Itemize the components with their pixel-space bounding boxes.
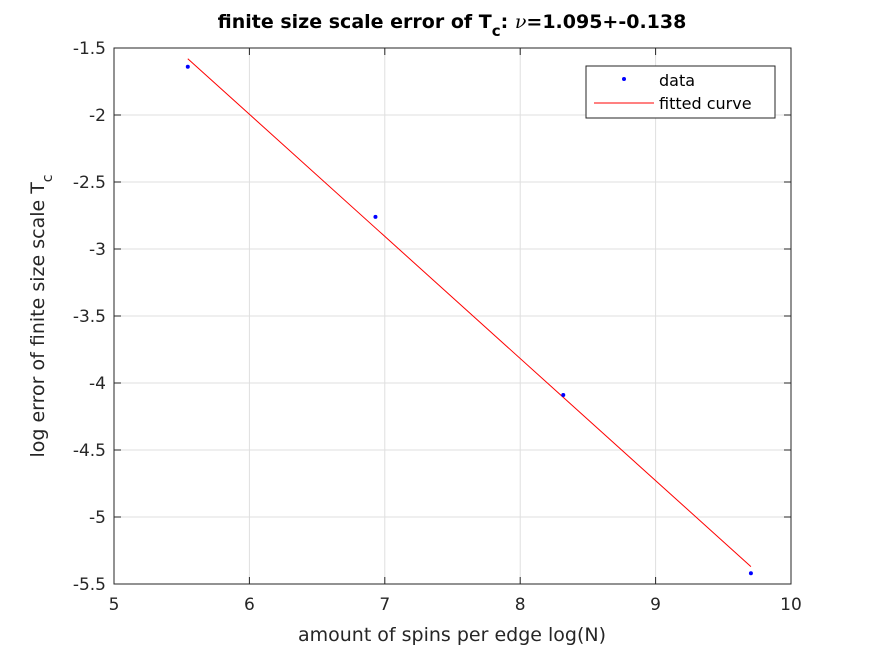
title-nu-symbol: ν: [515, 11, 527, 33]
y-tick-label: -4: [89, 374, 106, 394]
y-tick-label: -3: [89, 240, 106, 260]
x-tick-label: 5: [109, 595, 120, 615]
legend-box: [585, 65, 776, 119]
x-tick-label: 8: [515, 595, 526, 615]
y-axis-label-text: log error of finite size scale T: [27, 182, 49, 458]
legend: data fitted curve: [585, 65, 776, 119]
y-axis-label: log error of finite size scale Tc: [27, 174, 56, 457]
series-layer: [185, 58, 753, 576]
y-tick-label: -3.5: [73, 307, 106, 327]
x-tick-label: 7: [379, 595, 390, 615]
data-point: [185, 64, 190, 69]
chart-title: finite size scale error of Tc: ν=1.095+-…: [218, 11, 687, 40]
y-axis-label-subscript: c: [40, 174, 56, 182]
data-point: [373, 214, 378, 219]
x-tick-labels: 5 6 7 8 9 10: [109, 595, 802, 615]
grid-lines: [114, 48, 791, 584]
y-tick-label: -2.5: [73, 173, 106, 193]
x-axis-label: amount of spins per edge log(N): [298, 624, 606, 646]
legend-marker-data: [622, 77, 626, 81]
title-prefix-subscript: c: [492, 22, 501, 40]
y-tick-label: -5: [89, 508, 106, 528]
plot-area: [113, 47, 792, 585]
legend-label-fitted-curve: fitted curve: [659, 94, 752, 113]
title-prefix: finite size scale error of T: [218, 11, 492, 33]
y-tick-label: -2: [89, 106, 106, 126]
x-tick-label: 6: [244, 595, 255, 615]
title-colon: :: [501, 11, 515, 33]
y-tick-labels: -1.5 -2 -2.5 -3 -3.5 -4 -4.5 -5 -5.5: [73, 39, 106, 595]
legend-label-data: data: [659, 71, 695, 90]
data-point: [748, 571, 753, 576]
y-tick-label: -5.5: [73, 575, 106, 595]
axis-ticks: [113, 47, 792, 585]
y-tick-label: -1.5: [73, 39, 106, 59]
title-suffix: =1.095+-0.138: [526, 11, 686, 33]
data-point: [561, 393, 566, 398]
y-tick-label: -4.5: [73, 441, 106, 461]
x-tick-label: 10: [780, 595, 802, 615]
x-tick-label: 9: [650, 595, 661, 615]
fitted-curve-line: [187, 58, 752, 567]
